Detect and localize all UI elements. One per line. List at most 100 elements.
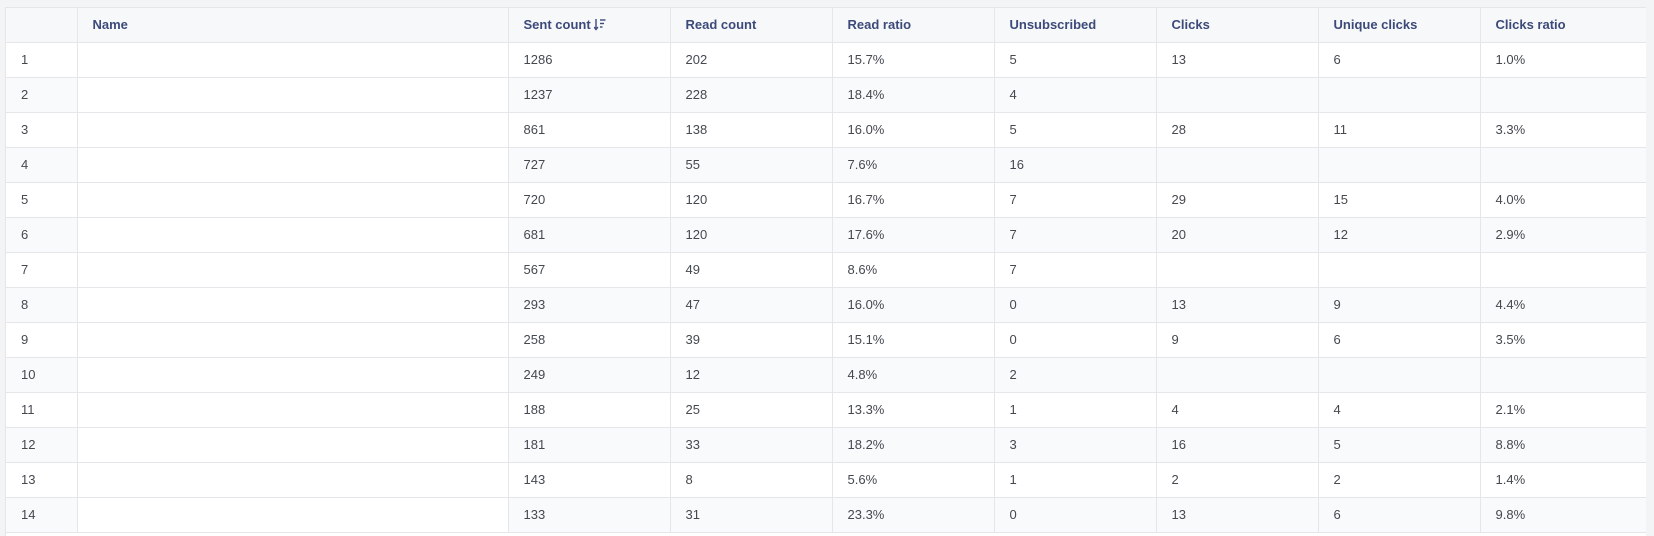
cell-sent-count: 188: [508, 392, 671, 428]
column-header-label: Clicks ratio: [1495, 17, 1566, 33]
cell-unique-clicks: 15: [1318, 182, 1481, 218]
table-row[interactable]: 8 293 47 16.0% 0 13 9 4.4%: [6, 287, 1646, 323]
cell-clicks: 2: [1156, 462, 1319, 498]
cell-sent-count: 727: [508, 147, 671, 183]
column-header-index: [6, 8, 78, 43]
cell-name: [77, 42, 509, 78]
column-header-clicks-ratio[interactable]: Clicks ratio: [1480, 8, 1646, 43]
cell-read-count: 33: [670, 427, 833, 463]
sort-descending-icon[interactable]: [593, 18, 606, 31]
cell-name: [77, 147, 509, 183]
table-row[interactable]: 10 249 12 4.8% 2: [6, 357, 1646, 393]
cell-read-count: 228: [670, 77, 833, 113]
cell-index: 11: [6, 392, 78, 428]
column-header-clicks[interactable]: Clicks: [1156, 8, 1319, 43]
cell-name: [77, 497, 509, 533]
table-row[interactable]: 3 861 138 16.0% 5 28 11 3.3%: [6, 112, 1646, 148]
cell-sent-count: 1237: [508, 77, 671, 113]
cell-read-count: 138: [670, 112, 833, 148]
cell-read-ratio: 15.1%: [832, 322, 995, 358]
cell-index: 6: [6, 217, 78, 253]
column-header-sent-count[interactable]: Sent count: [508, 8, 671, 43]
column-header-label: Read count: [685, 17, 757, 33]
cell-unsubscribed: 0: [994, 287, 1157, 323]
cell-unsubscribed: 0: [994, 322, 1157, 358]
table-row[interactable]: 1 1286 202 15.7% 5 13 6 1.0%: [6, 42, 1646, 78]
cell-sent-count: 1286: [508, 42, 671, 78]
cell-name: [77, 322, 509, 358]
cell-unsubscribed: 7: [994, 182, 1157, 218]
table-row[interactable]: 11 188 25 13.3% 1 4 4 2.1%: [6, 392, 1646, 428]
cell-clicks: [1156, 357, 1319, 393]
cell-read-count: 39: [670, 322, 833, 358]
cell-clicks-ratio: 1.0%: [1480, 42, 1646, 78]
cell-clicks: [1156, 147, 1319, 183]
column-header-label: Name: [92, 17, 128, 33]
cell-name: [77, 182, 509, 218]
cell-unique-clicks: 11: [1318, 112, 1481, 148]
cell-read-count: 120: [670, 217, 833, 253]
cell-clicks-ratio: 4.4%: [1480, 287, 1646, 323]
cell-read-ratio: 23.3%: [832, 497, 995, 533]
cell-read-count: 120: [670, 182, 833, 218]
column-header-read-count[interactable]: Read count: [670, 8, 833, 43]
cell-index: 13: [6, 462, 78, 498]
table-row[interactable]: 4 727 55 7.6% 16: [6, 147, 1646, 183]
cell-clicks-ratio: 2.9%: [1480, 217, 1646, 253]
table-row[interactable]: 12 181 33 18.2% 3 16 5 8.8%: [6, 427, 1646, 463]
cell-unsubscribed: 1: [994, 462, 1157, 498]
cell-clicks-ratio: [1480, 357, 1646, 393]
cell-sent-count: 249: [508, 357, 671, 393]
cell-clicks: [1156, 252, 1319, 288]
table-row[interactable]: 9 258 39 15.1% 0 9 6 3.5%: [6, 322, 1646, 358]
table-row[interactable]: 13 143 8 5.6% 1 2 2 1.4%: [6, 462, 1646, 498]
cell-clicks: 16: [1156, 427, 1319, 463]
cell-read-ratio: 4.8%: [832, 357, 995, 393]
cell-name: [77, 77, 509, 113]
data-table-container: Name Sent count Read count Read ratio Unsubs…: [5, 7, 1646, 536]
table-row[interactable]: 2 1237 228 18.4% 4: [6, 77, 1646, 113]
cell-sent-count: 143: [508, 462, 671, 498]
column-header-read-ratio[interactable]: Read ratio: [832, 8, 995, 43]
cell-clicks: 20: [1156, 217, 1319, 253]
cell-clicks: 9: [1156, 322, 1319, 358]
cell-unsubscribed: 16: [994, 147, 1157, 183]
table-row[interactable]: 6 681 120 17.6% 7 20 12 2.9%: [6, 217, 1646, 253]
table-row[interactable]: 5 720 120 16.7% 7 29 15 4.0%: [6, 182, 1646, 218]
cell-sent-count: 567: [508, 252, 671, 288]
cell-index: 4: [6, 147, 78, 183]
cell-sent-count: 293: [508, 287, 671, 323]
cell-read-ratio: 17.6%: [832, 217, 995, 253]
column-header-unsubscribed[interactable]: Unsubscribed: [994, 8, 1157, 43]
cell-unique-clicks: 6: [1318, 497, 1481, 533]
cell-sent-count: 861: [508, 112, 671, 148]
cell-clicks: 13: [1156, 497, 1319, 533]
cell-unsubscribed: 2: [994, 357, 1157, 393]
cell-clicks: 28: [1156, 112, 1319, 148]
column-header-name[interactable]: Name: [77, 8, 509, 43]
campaign-stats-table: Name Sent count Read count Read ratio Unsubs…: [6, 8, 1646, 533]
cell-read-count: 31: [670, 497, 833, 533]
table-row[interactable]: 14 133 31 23.3% 0 13 6 9.8%: [6, 497, 1646, 533]
column-header-label: Unsubscribed: [1009, 17, 1097, 33]
cell-read-ratio: 5.6%: [832, 462, 995, 498]
cell-clicks: 13: [1156, 42, 1319, 78]
cell-index: 8: [6, 287, 78, 323]
cell-read-ratio: 13.3%: [832, 392, 995, 428]
cell-unique-clicks: [1318, 147, 1481, 183]
cell-unique-clicks: 5: [1318, 427, 1481, 463]
cell-unique-clicks: 9: [1318, 287, 1481, 323]
cell-unsubscribed: 1: [994, 392, 1157, 428]
cell-read-ratio: 16.7%: [832, 182, 995, 218]
cell-sent-count: 258: [508, 322, 671, 358]
cell-sent-count: 720: [508, 182, 671, 218]
cell-name: [77, 462, 509, 498]
cell-unique-clicks: 6: [1318, 322, 1481, 358]
cell-index: 10: [6, 357, 78, 393]
cell-read-ratio: 15.7%: [832, 42, 995, 78]
table-body: 1 1286 202 15.7% 5 13 6 1.0% 2 1237 228 18.4% 4 3 861 1…: [6, 42, 1646, 533]
column-header-unique-clicks[interactable]: Unique clicks: [1318, 8, 1481, 43]
cell-clicks: 4: [1156, 392, 1319, 428]
table-row[interactable]: 7 567 49 8.6% 7: [6, 252, 1646, 288]
cell-unique-clicks: [1318, 252, 1481, 288]
